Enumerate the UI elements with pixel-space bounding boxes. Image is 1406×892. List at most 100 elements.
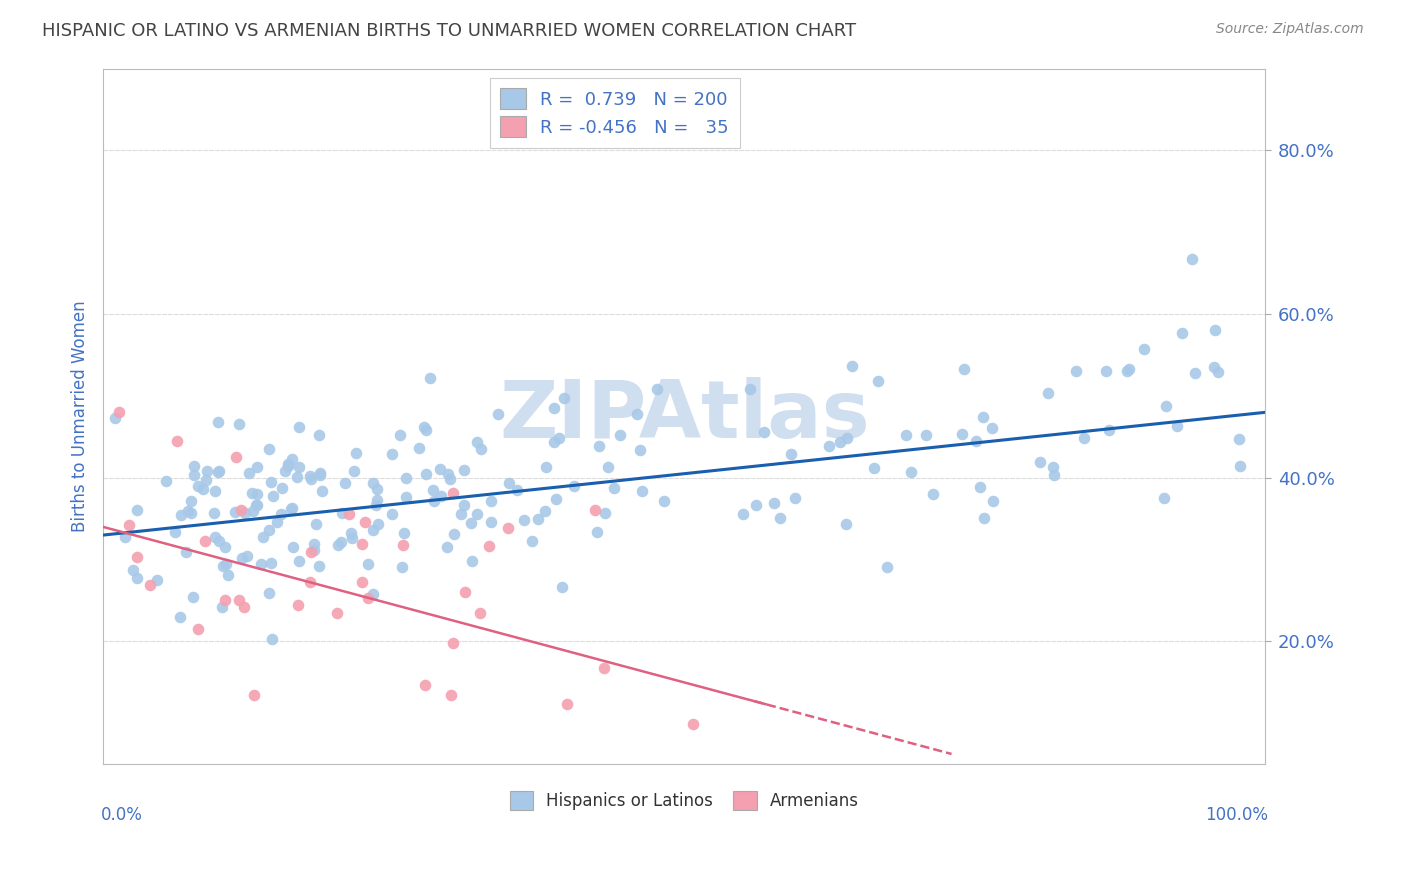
Point <box>1180 252 1202 266</box>
Point <box>343 464 366 478</box>
Point <box>257 442 280 457</box>
Point <box>187 622 209 636</box>
Point <box>461 554 484 568</box>
Point <box>440 688 463 702</box>
Text: 0.0%: 0.0% <box>101 806 142 824</box>
Point <box>361 523 384 537</box>
Point <box>429 462 451 476</box>
Point <box>969 480 991 494</box>
Point <box>408 441 430 455</box>
Point <box>204 530 226 544</box>
Point <box>104 411 127 425</box>
Point <box>1036 385 1059 400</box>
Point <box>413 678 436 692</box>
Point <box>262 489 284 503</box>
Point <box>183 458 205 473</box>
Point <box>603 481 626 495</box>
Point <box>745 498 768 512</box>
Point <box>392 538 415 552</box>
Point <box>287 554 309 568</box>
Point <box>240 486 263 500</box>
Point <box>228 592 250 607</box>
Point <box>835 516 858 531</box>
Point <box>118 518 141 533</box>
Point <box>242 504 264 518</box>
Point <box>780 447 803 461</box>
Text: HISPANIC OR LATINO VS ARMENIAN BIRTHS TO UNMARRIED WOMEN CORRELATION CHART: HISPANIC OR LATINO VS ARMENIAN BIRTHS TO… <box>42 22 856 40</box>
Point <box>465 507 488 521</box>
Point <box>1118 361 1140 376</box>
Point <box>544 491 567 506</box>
Point <box>281 452 304 467</box>
Point <box>1166 418 1188 433</box>
Point <box>551 580 574 594</box>
Point <box>364 498 387 512</box>
Point <box>900 465 922 479</box>
Point <box>453 498 475 512</box>
Point <box>496 521 519 535</box>
Point <box>299 575 322 590</box>
Point <box>274 464 297 478</box>
Point <box>436 467 458 482</box>
Point <box>202 506 225 520</box>
Point <box>450 507 472 521</box>
Point <box>194 534 217 549</box>
Point <box>441 486 464 500</box>
Point <box>534 504 557 518</box>
Point <box>1073 431 1095 445</box>
Point <box>266 515 288 529</box>
Point <box>367 516 389 531</box>
Point <box>1064 364 1087 378</box>
Point <box>1153 491 1175 505</box>
Point <box>498 476 520 491</box>
Point <box>309 467 332 481</box>
Point <box>876 560 898 574</box>
Point <box>415 467 437 481</box>
Point <box>592 661 614 675</box>
Point <box>249 558 271 572</box>
Point <box>308 428 330 442</box>
Point <box>366 492 388 507</box>
Point <box>127 503 149 517</box>
Point <box>288 460 311 475</box>
Point <box>652 493 675 508</box>
Point <box>277 457 299 471</box>
Y-axis label: Births to Unmarried Women: Births to Unmarried Women <box>72 301 89 533</box>
Point <box>114 531 136 545</box>
Point <box>453 584 475 599</box>
Point <box>785 491 807 505</box>
Point <box>477 539 499 553</box>
Point <box>288 420 311 434</box>
Point <box>308 559 330 574</box>
Point <box>207 415 229 429</box>
Point <box>260 557 283 571</box>
Point <box>280 502 302 516</box>
Point <box>1204 323 1226 337</box>
Point <box>127 550 149 565</box>
Point <box>302 537 325 551</box>
Point <box>817 439 839 453</box>
Point <box>281 540 304 554</box>
Point <box>392 526 415 541</box>
Point <box>228 417 250 431</box>
Point <box>127 571 149 585</box>
Point <box>271 481 294 495</box>
Point <box>235 506 257 520</box>
Text: ZIPAtlas: ZIPAtlas <box>499 377 870 456</box>
Point <box>246 459 269 474</box>
Point <box>980 420 1002 434</box>
Point <box>235 549 257 563</box>
Point <box>246 498 269 512</box>
Point <box>305 517 328 532</box>
Point <box>534 459 557 474</box>
Point <box>588 438 610 452</box>
Point <box>245 487 267 501</box>
Point <box>586 525 609 540</box>
Point <box>207 465 229 479</box>
Point <box>215 558 238 572</box>
Point <box>330 507 353 521</box>
Point <box>187 478 209 492</box>
Point <box>231 503 253 517</box>
Point <box>645 382 668 396</box>
Point <box>543 435 565 450</box>
